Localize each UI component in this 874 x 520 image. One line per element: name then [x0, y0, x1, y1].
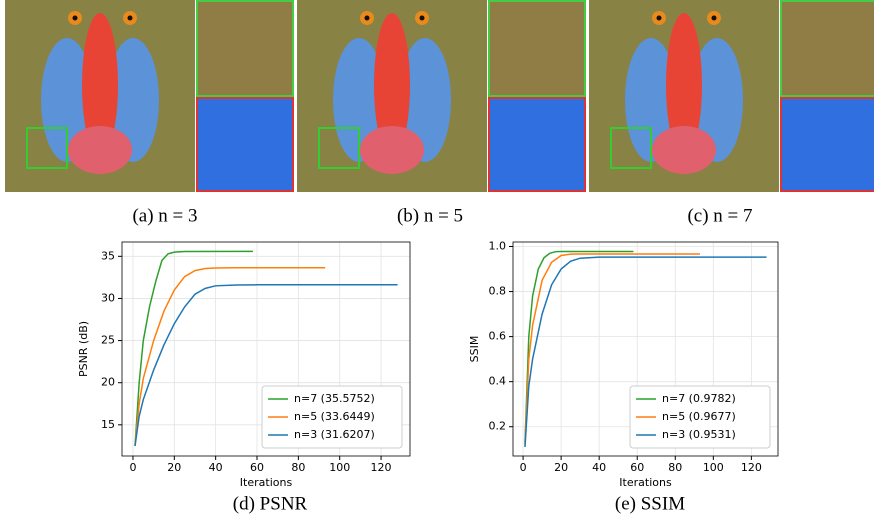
x-tick-label: 120	[741, 461, 762, 474]
image-panel	[588, 0, 874, 193]
x-tick-label: 100	[329, 461, 350, 474]
y-tick-label: 0.6	[489, 330, 507, 343]
legend-label: n=5 (33.6449)	[294, 410, 375, 423]
legend-label: n=3 (0.9531)	[662, 428, 736, 441]
x-tick-label: 60	[250, 461, 264, 474]
legend-label: n=7 (0.9782)	[662, 392, 736, 405]
plot-frame	[512, 241, 779, 457]
y-tick-label: 35	[101, 249, 115, 262]
y-tick-label: 20	[101, 376, 115, 389]
x-tick-label: 0	[129, 461, 136, 474]
image-panel	[4, 0, 294, 193]
image-caption: (a) n = 3	[132, 205, 197, 226]
chart-caption: (d) PSNR	[233, 493, 308, 514]
image-caption: (b) n = 5	[397, 205, 463, 226]
x-tick-label: 100	[703, 461, 724, 474]
x-tick-label: 80	[291, 461, 305, 474]
x-tick-label: 120	[371, 461, 392, 474]
x-tick-label: 0	[520, 461, 527, 474]
image-caption: (c) n = 7	[687, 205, 752, 226]
data-line	[134, 250, 253, 446]
image-panel	[296, 0, 586, 193]
y-tick-label: 25	[101, 334, 115, 347]
y-tick-label: 30	[101, 291, 115, 304]
x-tick-label: 20	[554, 461, 568, 474]
y-tick-label: 15	[101, 418, 115, 431]
legend-box	[629, 385, 771, 449]
legend-label: n=7 (35.5752)	[294, 392, 375, 405]
chart-caption: (e) SSIM	[615, 493, 685, 514]
y-tick-label: 0.8	[489, 285, 507, 298]
y-tick-label: 0.4	[489, 375, 507, 388]
y-axis-label: SSIM	[468, 336, 481, 363]
data-line	[134, 267, 326, 446]
x-axis-label: Iterations	[619, 476, 672, 489]
plot-frame	[121, 241, 411, 457]
legend-label: n=3 (31.6207)	[294, 428, 375, 441]
y-tick-label: 0.2	[489, 420, 507, 433]
x-tick-label: 40	[592, 461, 606, 474]
x-tick-label: 40	[209, 461, 223, 474]
x-axis-label: Iterations	[240, 476, 293, 489]
x-tick-label: 20	[167, 461, 181, 474]
x-tick-label: 60	[630, 461, 644, 474]
legend-label: n=5 (0.9677)	[662, 410, 736, 423]
y-tick-label: 1.0	[489, 240, 507, 253]
x-tick-label: 80	[668, 461, 682, 474]
data-line	[524, 253, 701, 445]
y-axis-label: PSNR (dB)	[77, 321, 90, 377]
data-line	[524, 256, 767, 448]
data-line	[524, 250, 634, 443]
data-line	[134, 284, 398, 446]
legend-box	[261, 385, 403, 449]
